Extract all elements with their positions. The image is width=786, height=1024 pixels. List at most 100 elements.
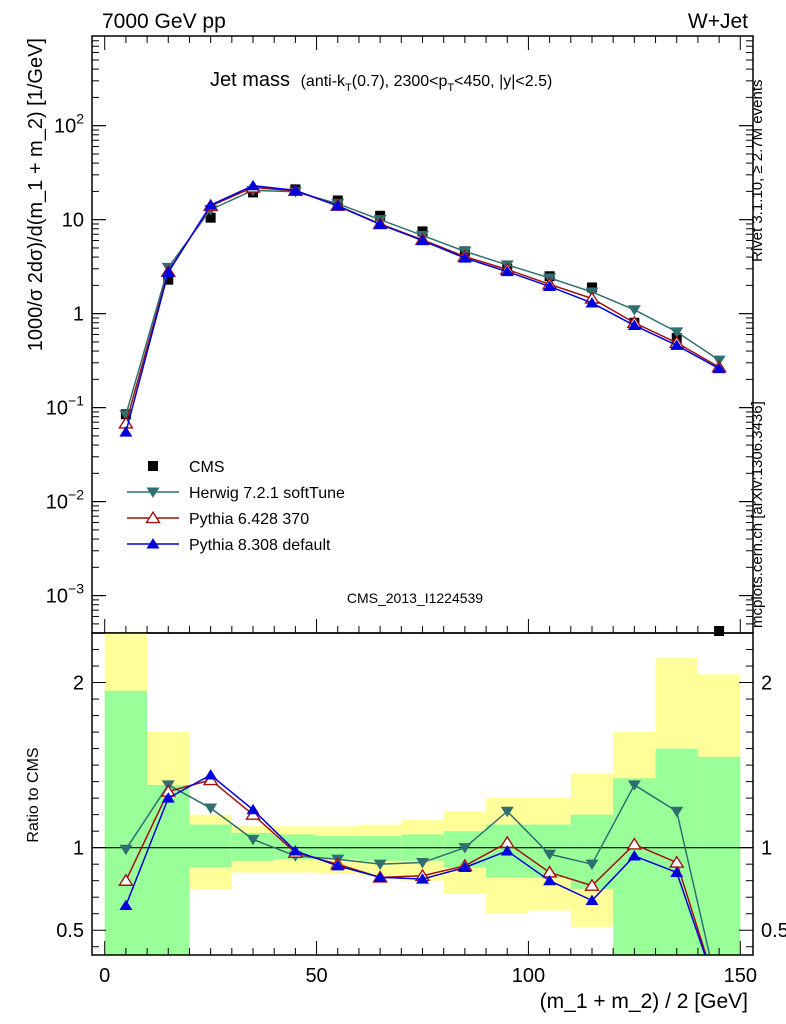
band-inner: [655, 748, 698, 955]
ratio-bands: [104, 633, 741, 955]
y-tick-label: 10: [62, 210, 84, 232]
ratio-point-pythia-6-428-370: [626, 837, 643, 850]
data-point-pythia-8-308-default: [373, 218, 387, 229]
legend-label: Herwig 7.2.1 softTune: [189, 485, 345, 502]
ratio-point-herwig-7-2-1-softtune: [246, 834, 260, 846]
ratio-y-axis-label: Ratio to CMS: [25, 747, 42, 842]
data-point-herwig-7-2-1-softtune: [670, 327, 684, 338]
ratio-point-pythia-8-308-default: [458, 861, 472, 873]
x-tick-label: 100: [512, 965, 545, 987]
watermark: CMS_2013_I1224539: [347, 590, 483, 606]
ratio-point-herwig-7-2-1-softtune: [204, 803, 218, 814]
x-tick-label: 150: [724, 965, 757, 987]
legend-marker: [145, 510, 161, 524]
x-tick-label: 0: [99, 965, 110, 987]
ratio-point-pythia-8-308-default: [246, 803, 260, 815]
ratio-frame: [91, 632, 754, 956]
ratio-point-pythia-8-308-default: [119, 899, 133, 911]
legend-label: CMS: [189, 459, 225, 476]
band-inner: [189, 824, 232, 868]
band-inner: [697, 756, 741, 955]
legend-item-cms: CMS: [148, 459, 225, 476]
data-point-cms: [163, 274, 174, 285]
header-right: W+Jet: [688, 10, 748, 33]
legend-marker: [146, 538, 160, 549]
ratio-panel: 0.5 0.5 1 1 2 2 0 50 100 150 Ratio to CMS (m_1 + …: [25, 632, 786, 1013]
ratio-point-herwig-7-2-1-softtune: [670, 806, 684, 818]
ratio-series-herwig-7-2-1-softtune: [119, 780, 711, 956]
ratio-point-pythia-8-308-default: [500, 845, 514, 856]
ratio-point-pythia-6-428-370: [584, 878, 600, 891]
title-detail: (anti-kT(0.7), 2300<pT<450, |y|<2.5): [301, 73, 553, 94]
data-point-pythia-8-308-default: [458, 252, 472, 263]
ratio-point-pythia-8-308-default: [543, 874, 557, 886]
y-tick-label: 102: [54, 111, 84, 138]
legend-item-pythia-8-308-default: Pythia 8.308 default: [127, 537, 331, 554]
data-point-pythia-8-308-default: [500, 265, 514, 277]
data-point-pythia-8-308-default: [543, 280, 557, 291]
ratio-axes: 0.5 0.5 1 1 2 2 0 50 100 150: [56, 649, 786, 987]
ratio-point-pythia-8-308-default: [670, 866, 684, 877]
ratio-series-pythia-8-308-default: [119, 769, 706, 956]
x-tick-label: 50: [305, 965, 327, 987]
mcplots-label: mcplots.cern.ch [arXiv:1306.3436]: [749, 401, 766, 628]
legend-item-herwig-7-2-1-softtune: Herwig 7.2.1 softTune: [127, 485, 345, 502]
y-tick-label: 10−3: [46, 581, 84, 608]
band-inner: [358, 836, 402, 861]
ratio-point-pythia-8-308-default: [331, 859, 345, 871]
main-title: Jet mass (anti-kT(0.7), 2300<pT<450, |y|…: [210, 69, 552, 94]
ratio-y-tick-label: 2: [73, 673, 84, 695]
data-point-pythia-8-308-default: [288, 184, 302, 195]
data-point-pythia-8-308-default: [204, 199, 218, 210]
data-point-pythia-8-308-default: [416, 234, 429, 246]
band-inner: [147, 784, 190, 955]
data-point-pythia-8-308-default: [670, 339, 684, 350]
ratio-y-tick-label-right: 0.5: [761, 920, 786, 942]
ratio-point-herwig-7-2-1-softtune: [458, 843, 472, 854]
band-inner: [613, 778, 656, 955]
data-point-pythia-8-308-default: [331, 200, 345, 211]
ratio-point-pythia-8-308-default: [373, 871, 387, 882]
ratio-data: [118, 769, 711, 956]
data-point-pythia-8-308-default: [161, 266, 175, 277]
y-tick-label: 1: [73, 304, 84, 326]
series-cms: [120, 184, 725, 636]
data-point-cms: [714, 626, 725, 636]
ratio-point-herwig-7-2-1-softtune: [416, 857, 429, 869]
legend-label: Pythia 8.308 default: [189, 537, 331, 554]
main-y-axis-label: 1000/σ 2dσ)/d(m_1 + m_2) [1/GeV]: [25, 38, 47, 351]
ratio-y-tick-label-right: 1: [761, 838, 772, 860]
data-point-herwig-7-2-1-softtune: [627, 305, 641, 316]
ratio-point-pythia-8-308-default: [204, 769, 218, 780]
data-point-cms: [205, 212, 216, 223]
ratio-point-pythia-8-308-default: [288, 845, 302, 856]
legend: CMS Herwig 7.2.1 softTune Pythia 6.428 370…: [127, 459, 345, 554]
header: 7000 GeV pp W+Jet: [102, 10, 748, 33]
ratio-y-tick-label: 0.5: [56, 920, 84, 942]
ratio-point-herwig-7-2-1-softtune: [627, 780, 641, 791]
ratio-y-tick-label: 1: [73, 838, 84, 860]
ratio-point-pythia-8-308-default: [627, 850, 641, 861]
x-axis-label: (m_1 + m_2) / 2 [GeV]: [540, 990, 748, 1013]
y-tick-label: 10−2: [46, 487, 84, 514]
ratio-point-herwig-7-2-1-softtune: [543, 849, 557, 861]
ratio-point-herwig-7-2-1-softtune: [373, 859, 387, 871]
ratio-point-pythia-8-308-default: [161, 792, 175, 803]
y-tick-label: 10−1: [46, 393, 84, 420]
legend-marker: [148, 461, 158, 471]
ratio-point-herwig-7-2-1-softtune: [500, 806, 514, 818]
data-point-pythia-8-308-default: [627, 319, 641, 330]
data-point-pythia-8-308-default: [246, 179, 260, 191]
legend-label: Pythia 6.428 370: [189, 511, 309, 528]
header-left: 7000 GeV pp: [102, 10, 226, 33]
ratio-point-pythia-8-308-default: [585, 894, 599, 906]
series-line-herwig-7-2-1-softtune: [125, 189, 720, 415]
data-point-pythia-8-308-default: [585, 297, 599, 308]
ratio-point-pythia-6-428-370: [118, 873, 134, 886]
band-inner: [570, 814, 614, 889]
main-data: [118, 179, 727, 636]
series-pythia-8-308-default: [119, 179, 726, 437]
main-panel: 10−3 10−2 10−1 1 10 102 Jet mass (anti-kT(0.7…: [25, 35, 754, 636]
band-inner: [104, 690, 148, 955]
